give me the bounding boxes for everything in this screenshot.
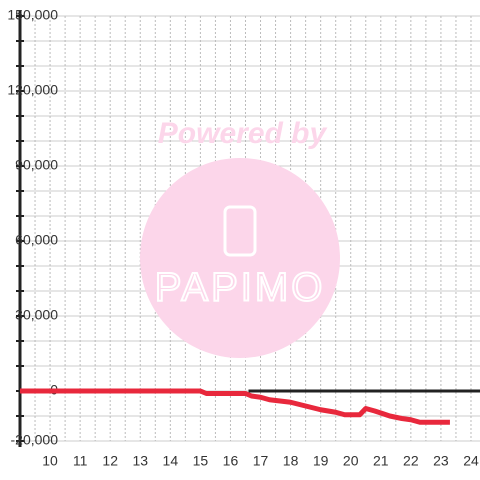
x-tick-label: 17 [253,453,269,469]
data-line [20,388,450,425]
watermark-circle [140,158,340,358]
x-tick-label: 19 [313,453,329,469]
x-tick-label: 20 [343,453,359,469]
y-tick-label: -20,000 [11,432,59,448]
x-tick-label: 18 [283,453,299,469]
x-tick-label: 24 [463,453,479,469]
x-tick-label: 21 [373,453,389,469]
x-tick-label: 10 [42,453,58,469]
x-tick-label: 16 [223,453,239,469]
x-tick-label: 15 [193,453,209,469]
y-tick-label: 120,000 [7,82,58,98]
watermark-icon [223,205,257,257]
x-tick-label: 22 [403,453,419,469]
y-tick-label: 60,000 [15,232,58,248]
watermark-text: Powered by [158,117,328,150]
y-tick-label: 90,000 [15,157,58,173]
y-tick-label: 150,000 [7,7,58,23]
x-tick-label: 13 [132,453,148,469]
x-tick-label: 14 [163,453,179,469]
watermark-logo: PAPIMO [155,266,326,310]
x-tick-label: 11 [73,453,88,469]
x-tick-label: 12 [102,453,118,469]
x-tick-label: 23 [433,453,449,469]
y-tick-label: 30,000 [15,307,58,323]
